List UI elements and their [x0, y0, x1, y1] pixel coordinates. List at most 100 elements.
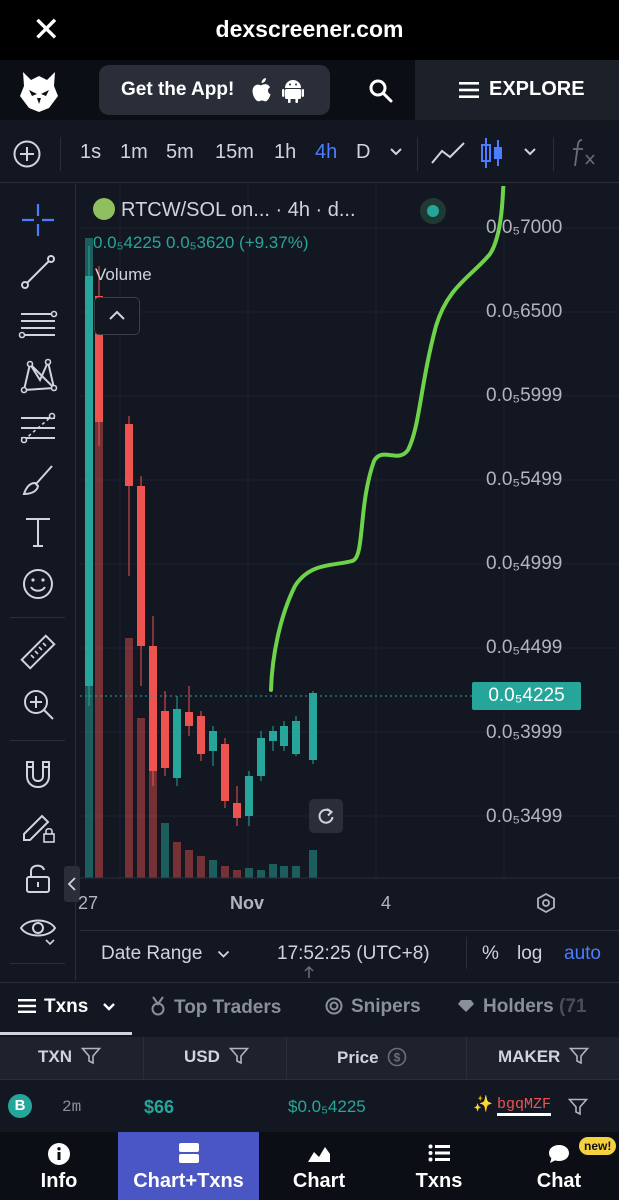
volume-bar — [209, 860, 217, 878]
eye-visibility-icon[interactable] — [16, 906, 60, 950]
crosshair-icon[interactable] — [16, 198, 60, 242]
chat-bubble-icon — [549, 1145, 569, 1163]
toolbar-collapse-handle[interactable] — [64, 866, 80, 902]
log-scale-toggle[interactable]: log — [517, 943, 543, 964]
browser-url-bar: ✕ dexscreener.com — [0, 0, 619, 60]
col-txn-header[interactable]: TXN — [38, 1047, 101, 1067]
nav-txns-label: Txns — [415, 1170, 463, 1192]
trend-line-icon[interactable] — [16, 250, 60, 294]
horizontal-lines-icon[interactable] — [16, 302, 60, 346]
col-price-label: Price — [337, 1048, 379, 1067]
chart-settings-icon[interactable] — [535, 892, 557, 914]
filter-icon — [80, 1047, 101, 1065]
explore-button[interactable]: EXPLORE — [415, 60, 619, 120]
tab-top-traders-label: Top Traders — [174, 997, 282, 1018]
get-app-button[interactable]: Get the App! — [99, 65, 330, 115]
dexscreener-logo-icon[interactable] — [18, 68, 60, 114]
add-indicator-plus-icon[interactable] — [12, 139, 42, 169]
txn-age: 2m — [62, 1098, 82, 1116]
chart-canvas[interactable] — [80, 186, 619, 926]
timeframe-1s[interactable]: 1s — [80, 141, 102, 163]
nav-chat-label: Chat — [536, 1170, 582, 1192]
date-range-chevron-down-icon[interactable] — [217, 950, 230, 959]
maker-address-link[interactable]: bgqMZF — [497, 1096, 552, 1116]
emoji-icon[interactable] — [16, 562, 60, 606]
date-range-button[interactable]: Date Range — [101, 943, 203, 964]
volume-bar — [245, 868, 253, 878]
nav-chat[interactable]: Chat new! — [499, 1132, 619, 1200]
col-usd-header[interactable]: USD — [184, 1047, 249, 1067]
nav-chart-label: Chart — [292, 1170, 346, 1192]
price-axis-label: 0.0₅5499 — [486, 469, 563, 490]
nav-info[interactable]: Info — [0, 1132, 118, 1200]
tab-snipers-label: Snipers — [351, 996, 421, 1017]
auto-scale-toggle[interactable]: auto — [564, 943, 601, 964]
pattern-tool-icon[interactable] — [16, 354, 60, 398]
chart-type-chevron-down-icon[interactable] — [523, 147, 537, 157]
nav-chart-txns[interactable]: Chart+Txns — [118, 1132, 259, 1200]
zoom-in-icon[interactable] — [16, 682, 60, 726]
candle-body — [209, 731, 217, 751]
timeframe-d[interactable]: D — [356, 141, 371, 163]
ruler-icon[interactable] — [16, 630, 60, 674]
nav-chart-txns-label: Chart+Txns — [133, 1170, 244, 1192]
candle-body — [245, 776, 253, 816]
text-tool-icon[interactable] — [16, 510, 60, 554]
fib-retracement-icon[interactable] — [16, 406, 60, 450]
bottom-navigation — [0, 1132, 619, 1200]
tab-top-traders[interactable]: Top Traders — [150, 996, 281, 1019]
price-chart[interactable] — [80, 186, 619, 926]
col-price-header[interactable]: Price $ — [337, 1047, 407, 1068]
data-tabs — [0, 982, 619, 1035]
toolbar-divider — [60, 137, 61, 171]
col-maker-label: MAKER — [498, 1047, 561, 1066]
volume-bar — [233, 870, 241, 878]
indicators-fx-icon[interactable] — [570, 138, 598, 168]
lock-drawings-icon[interactable] — [16, 804, 60, 848]
toolbar-separator — [10, 963, 65, 964]
symbol-title-row[interactable]: RTCW/SOL on... · 4h · d... — [93, 198, 356, 222]
timeframe-chevron-down-icon[interactable] — [389, 147, 403, 157]
nav-txns[interactable]: Txns — [379, 1132, 499, 1200]
medal-icon — [151, 996, 165, 1016]
price-axis-label: 0.0₅3999 — [486, 722, 563, 743]
timeframe-5m[interactable]: 5m — [166, 141, 194, 163]
tab-holders[interactable]: Holders (71 — [457, 996, 587, 1018]
active-tab-indicator — [0, 1032, 132, 1035]
table-row[interactable]: B 2m $66 $0.0₅4225 ✨ bgqMZF — [0, 1080, 619, 1132]
nav-chart[interactable]: Chart — [259, 1132, 379, 1200]
explore-label: EXPLORE — [489, 78, 585, 100]
unlock-icon[interactable] — [16, 856, 60, 900]
close-icon[interactable]: ✕ — [32, 11, 61, 49]
search-icon[interactable] — [368, 78, 394, 104]
chart-clock[interactable]: 17:52:25 (UTC+8) — [277, 943, 430, 964]
collapse-legend-button[interactable] — [94, 297, 140, 335]
split-view-icon — [179, 1143, 199, 1163]
column-divider — [466, 1037, 467, 1079]
apple-icon — [252, 78, 271, 102]
filter-maker-icon[interactable] — [568, 1098, 588, 1116]
timeframe-15m[interactable]: 15m — [215, 141, 254, 163]
candle-body — [269, 731, 277, 741]
candle-body — [173, 709, 181, 778]
timeframe-4h[interactable]: 4h — [315, 141, 338, 163]
timeframe-1m[interactable]: 1m — [120, 141, 148, 163]
candle-body — [233, 803, 241, 818]
brush-icon[interactable] — [16, 458, 60, 502]
toolbar-divider — [466, 937, 467, 969]
list-icon — [18, 999, 36, 1013]
line-chart-type-icon[interactable] — [430, 139, 466, 167]
magnet-icon[interactable] — [16, 752, 60, 796]
col-maker-header[interactable]: MAKER — [498, 1047, 590, 1067]
tab-snipers[interactable]: Snipers — [325, 996, 421, 1018]
timeframe-1h[interactable]: 1h — [274, 141, 297, 163]
tab-txns-label: Txns — [44, 996, 89, 1017]
tab-txns[interactable]: Txns — [18, 996, 116, 1018]
resize-handle-icon[interactable] — [302, 966, 316, 996]
volume-bar — [125, 638, 133, 878]
candlestick-chart-type-icon[interactable] — [479, 136, 505, 170]
percent-scale-toggle[interactable]: % — [482, 943, 499, 964]
reset-chart-button[interactable] — [309, 799, 343, 833]
url-text[interactable]: dexscreener.com — [215, 16, 404, 42]
ohlc-readout: 0.0₅4225 0.0₅3620 (+9.37%) — [93, 233, 309, 252]
